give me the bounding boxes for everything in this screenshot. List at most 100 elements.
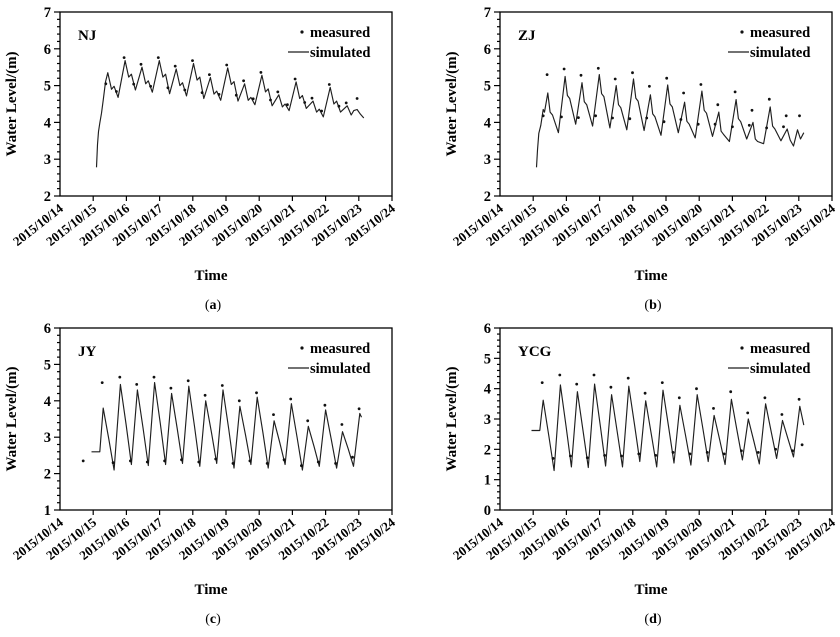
x-axis: 2015/10/142015/10/152015/10/162015/10/17… (450, 510, 838, 563)
measured-point (540, 381, 544, 384)
measured-points (104, 56, 359, 113)
measured-point (203, 393, 207, 397)
measured-point (592, 373, 596, 377)
y-axis: 2 3 4 5 6 7 (44, 5, 60, 205)
y-tick-label: 2 (44, 189, 51, 205)
measured-points (541, 66, 801, 130)
measured-point (135, 383, 139, 386)
y-tick-label: 3 (484, 152, 491, 168)
measured-point (166, 86, 170, 90)
legend-dot-marker (740, 30, 744, 34)
y-tick-label: 7 (484, 5, 491, 21)
measured-point (763, 396, 767, 400)
legend: measured simulated (728, 341, 810, 377)
measured-point (300, 464, 303, 467)
measured-point (746, 411, 750, 415)
measured-point (575, 382, 579, 386)
y-tick-label: 1 (484, 473, 491, 489)
panel-caption: (b) (644, 298, 661, 313)
measured-point (269, 98, 272, 102)
legend-dot-marker (740, 346, 744, 350)
x-axis-title: Time (634, 268, 667, 284)
measured-point (765, 126, 768, 130)
measured-point (579, 73, 583, 77)
y-tick-label: 0 (484, 503, 491, 519)
measured-point (665, 76, 669, 80)
panel-a-chart: 2 3 4 5 6 7 2015/10/142015/10/152015/10/162015… (4, 5, 398, 313)
measured-point (351, 455, 354, 459)
measured-point (139, 62, 143, 66)
measured-point (750, 108, 754, 112)
measured-point (688, 452, 692, 456)
x-axis-title: Time (194, 268, 227, 284)
measured-point (628, 117, 632, 121)
x-axis: 2015/10/142015/10/152015/10/162015/10/17… (450, 196, 838, 249)
measured-point (780, 413, 784, 416)
legend-measured-label: measured (310, 25, 370, 41)
measured-point (774, 447, 777, 451)
legend-dot-marker (300, 30, 304, 34)
measured-point (320, 109, 323, 113)
y-axis: 2 3 4 5 6 7 (484, 5, 500, 205)
panel-caption: (d) (644, 612, 661, 627)
y-tick-label: 2 (484, 189, 491, 205)
y-tick-label: 5 (484, 351, 491, 367)
y-axis-title: Water Level/(m) (444, 51, 460, 156)
station-label: NJ (78, 28, 97, 44)
measured-point (713, 122, 717, 126)
measured-point (731, 125, 734, 129)
y-tick-label: 5 (44, 357, 51, 373)
measured-point (310, 96, 314, 100)
legend: measured simulated (288, 341, 370, 377)
measured-point (122, 56, 126, 59)
measured-point (609, 385, 613, 389)
measured-point (357, 407, 361, 411)
measured-point (699, 83, 703, 86)
measured-point (81, 459, 85, 463)
legend-simulated-label: simulated (750, 45, 810, 61)
legend-dot-marker (300, 346, 304, 350)
measured-point (594, 114, 597, 118)
y-tick-label: 3 (484, 412, 491, 428)
x-axis-title: Time (634, 582, 667, 598)
measured-point (248, 459, 252, 463)
measured-point (798, 114, 801, 118)
y-tick-label: 2 (44, 467, 51, 483)
measured-point (551, 457, 555, 460)
station-label: ZJ (518, 28, 536, 44)
measured-point (679, 118, 683, 121)
measured-point (337, 104, 341, 108)
measured-point (747, 123, 751, 127)
measured-point (677, 396, 681, 400)
legend-simulated-label: simulated (750, 361, 810, 377)
measured-point (334, 462, 337, 465)
measured-point (306, 419, 310, 423)
legend-measured-label: measured (310, 341, 370, 357)
measured-point (729, 390, 733, 394)
y-tick-label: 5 (484, 79, 491, 95)
measured-point (722, 452, 726, 456)
measured-point (596, 66, 600, 70)
simulated-line (535, 74, 805, 168)
measured-point (293, 77, 297, 81)
measured-point (152, 375, 156, 379)
measured-point (163, 459, 167, 463)
measured-point (712, 407, 715, 410)
measured-point (323, 403, 327, 407)
measured-points (540, 373, 804, 460)
measured-point (355, 97, 359, 100)
measured-point (225, 63, 229, 67)
measured-point (234, 93, 238, 97)
measured-point (316, 460, 320, 464)
measured-point (671, 451, 675, 454)
panel-b-chart: 2 3 4 5 6 7 2015/10/142015/10/152015/10/162015… (444, 5, 838, 313)
station-label: YCG (518, 344, 552, 360)
legend-measured-label: measured (750, 25, 810, 41)
measured-point (791, 449, 794, 453)
measured-point (186, 379, 190, 383)
measured-point (695, 387, 698, 391)
measured-point (626, 376, 630, 380)
measured-point (169, 386, 173, 390)
measured-point (115, 90, 118, 93)
